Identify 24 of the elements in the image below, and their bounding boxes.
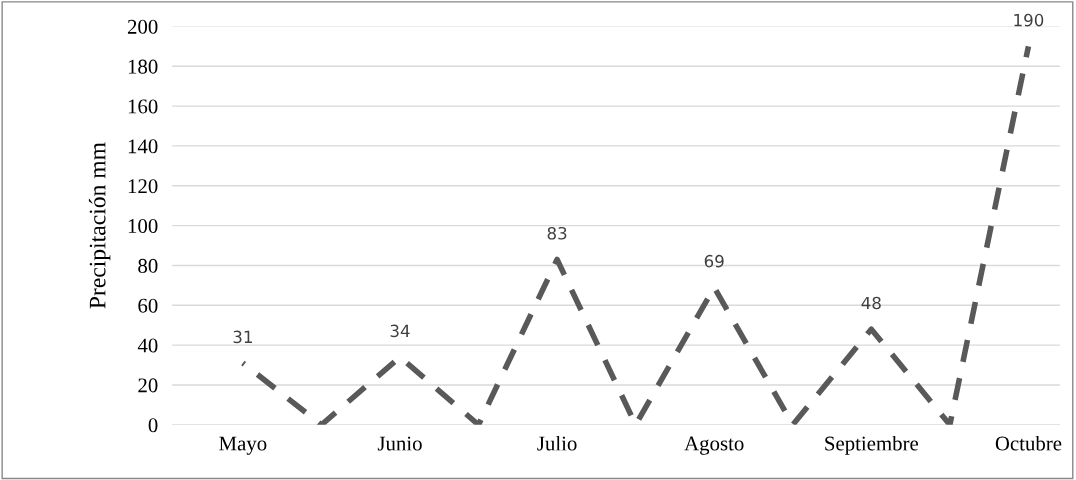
x-tick-label: Mayo bbox=[219, 436, 267, 455]
x-tick-label: Agosto bbox=[684, 436, 744, 455]
y-tick-label: 200 bbox=[127, 19, 158, 34]
y-tick-label: 100 bbox=[128, 218, 158, 234]
data-label: 190 bbox=[1014, 13, 1044, 27]
data-label: 34 bbox=[390, 324, 410, 338]
x-tick-label: Septiembre bbox=[825, 435, 919, 455]
data-label: 69 bbox=[704, 254, 724, 268]
x-tick-label: Julio bbox=[537, 435, 577, 451]
data-label: 83 bbox=[547, 226, 567, 240]
x-tick-label: Octubre bbox=[995, 435, 1062, 451]
y-tick-label: 0 bbox=[148, 418, 158, 433]
y-tick-label: 60 bbox=[138, 298, 158, 313]
data-label: 31 bbox=[233, 330, 252, 344]
y-tick-label: 160 bbox=[128, 99, 158, 114]
y-tick-label: 80 bbox=[138, 258, 158, 273]
y-tick-label: 180 bbox=[128, 59, 158, 74]
y-tick-label: 120 bbox=[128, 179, 158, 194]
y-tick-label: 140 bbox=[128, 139, 158, 154]
y-axis-title: Precipitación mm bbox=[88, 142, 111, 309]
x-tick-label: Junio bbox=[377, 436, 422, 451]
data-label: 48 bbox=[861, 296, 881, 310]
y-tick-label: 20 bbox=[138, 378, 158, 393]
y-tick-label: 40 bbox=[137, 338, 158, 353]
